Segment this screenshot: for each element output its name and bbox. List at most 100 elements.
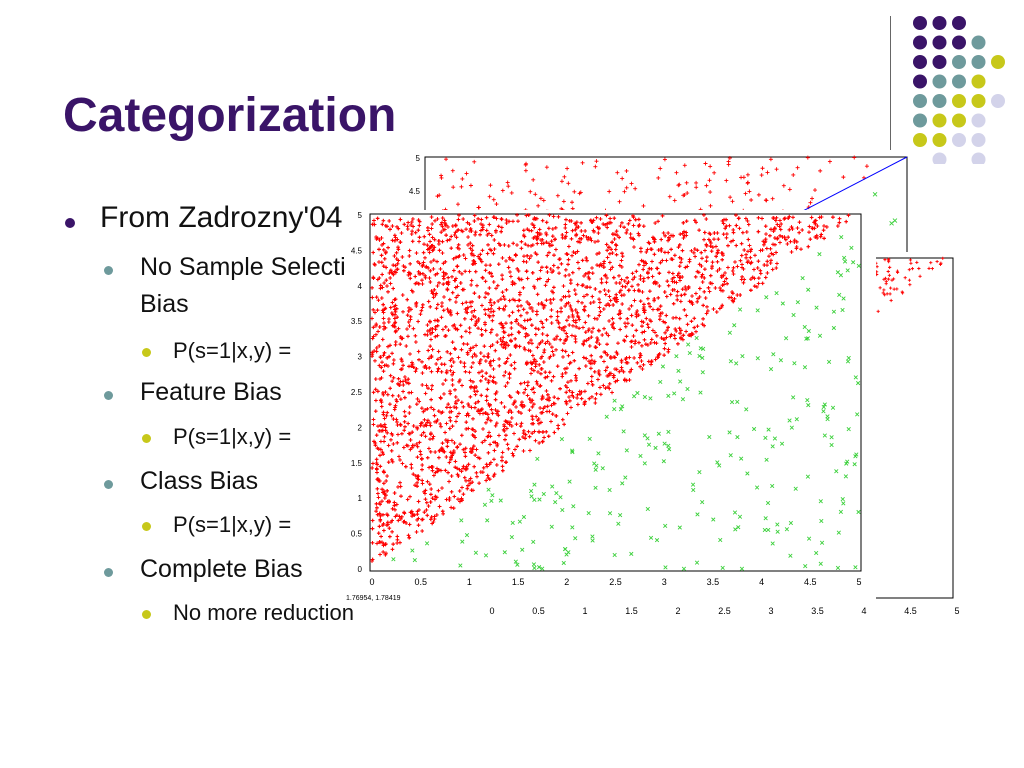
data-point bbox=[708, 190, 713, 195]
decorative-dot bbox=[971, 113, 986, 128]
data-point bbox=[641, 203, 646, 208]
bullet-item: P(s=1|x,y) = bbox=[173, 338, 292, 363]
data-point bbox=[565, 166, 570, 171]
bullet-item: Class Bias bbox=[140, 467, 259, 495]
data-point bbox=[682, 163, 687, 168]
bullet-item: No more reduction bbox=[173, 600, 354, 625]
x-tick-label: 3 bbox=[768, 606, 773, 616]
x-tick-label: 2.5 bbox=[718, 606, 731, 616]
data-point bbox=[878, 286, 882, 290]
decorative-dot bbox=[952, 94, 966, 108]
data-point bbox=[759, 173, 764, 178]
data-point bbox=[745, 180, 750, 185]
data-point bbox=[908, 283, 912, 287]
data-point bbox=[476, 205, 481, 210]
data-point bbox=[703, 161, 708, 166]
decorative-dot bbox=[913, 74, 927, 89]
data-point bbox=[726, 162, 731, 167]
data-point bbox=[570, 200, 575, 205]
data-point bbox=[765, 170, 770, 175]
bullet-item: Bias bbox=[140, 290, 189, 318]
data-point bbox=[667, 194, 672, 199]
decorative-dot bbox=[971, 94, 986, 108]
data-point bbox=[741, 175, 746, 180]
bullet-item: Complete Bias bbox=[140, 555, 303, 583]
slide-title: Categorization bbox=[63, 89, 397, 142]
bullet-marker bbox=[142, 348, 151, 357]
data-point bbox=[810, 196, 815, 201]
data-point bbox=[927, 266, 931, 270]
data-point bbox=[745, 172, 750, 177]
data-point bbox=[727, 156, 732, 161]
data-point bbox=[730, 199, 735, 204]
data-point bbox=[685, 191, 690, 196]
data-point bbox=[708, 203, 713, 208]
data-point bbox=[724, 178, 729, 183]
decorative-dot bbox=[971, 152, 986, 164]
data-point bbox=[907, 268, 911, 272]
data-point bbox=[808, 200, 813, 205]
decorative-dot bbox=[932, 94, 947, 108]
decorative-dot bbox=[991, 55, 1005, 69]
data-point bbox=[561, 199, 566, 204]
data-point bbox=[887, 273, 892, 277]
data-point bbox=[864, 164, 869, 169]
data-point bbox=[559, 179, 564, 184]
data-point bbox=[562, 174, 567, 179]
decorative-dot bbox=[913, 133, 927, 147]
x-tick-label: 0.5 bbox=[532, 606, 545, 616]
data-point bbox=[684, 180, 689, 185]
data-point bbox=[509, 190, 514, 195]
data-point bbox=[472, 159, 477, 164]
data-point bbox=[555, 193, 560, 198]
data-point bbox=[712, 170, 717, 175]
data-point bbox=[538, 196, 543, 201]
data-point bbox=[795, 165, 800, 170]
decorative-dot-grid bbox=[913, 16, 1005, 164]
decorative-dot bbox=[952, 35, 966, 50]
data-point bbox=[813, 188, 818, 193]
data-point bbox=[872, 192, 878, 197]
data-point bbox=[883, 293, 887, 297]
decorative-dot bbox=[952, 113, 966, 128]
data-point bbox=[536, 203, 541, 208]
data-point bbox=[624, 168, 629, 173]
data-point bbox=[615, 170, 620, 175]
decorative-dot bbox=[952, 16, 966, 30]
data-point bbox=[580, 160, 585, 165]
data-point bbox=[464, 171, 469, 176]
bullet-marker bbox=[142, 610, 151, 619]
data-point bbox=[594, 159, 599, 164]
data-point bbox=[908, 258, 913, 262]
data-point bbox=[682, 192, 687, 197]
data-point bbox=[656, 175, 661, 180]
data-point bbox=[888, 292, 892, 296]
data-point bbox=[491, 197, 496, 202]
data-point bbox=[704, 183, 709, 188]
title-divider-line bbox=[890, 16, 891, 152]
decorative-dot bbox=[913, 55, 927, 69]
data-point bbox=[541, 198, 546, 203]
data-point bbox=[451, 185, 456, 190]
data-point bbox=[658, 166, 663, 171]
data-point bbox=[827, 159, 832, 164]
data-point bbox=[892, 218, 898, 223]
data-point bbox=[707, 178, 712, 183]
x-tick-label: 0 bbox=[489, 606, 494, 616]
decorative-dot bbox=[932, 16, 947, 30]
data-point bbox=[672, 198, 677, 203]
data-point bbox=[935, 259, 939, 264]
data-point bbox=[460, 176, 465, 181]
decorative-dot bbox=[913, 113, 927, 128]
data-point bbox=[506, 184, 511, 189]
data-point bbox=[620, 176, 625, 181]
x-tick-label: 2 bbox=[675, 606, 680, 616]
bullet-marker bbox=[65, 218, 75, 228]
decorative-dot bbox=[913, 94, 927, 108]
bullet-marker bbox=[104, 568, 113, 577]
bullet-marker bbox=[142, 434, 151, 443]
data-point bbox=[617, 199, 622, 204]
data-point bbox=[459, 184, 464, 189]
data-point bbox=[468, 183, 473, 188]
